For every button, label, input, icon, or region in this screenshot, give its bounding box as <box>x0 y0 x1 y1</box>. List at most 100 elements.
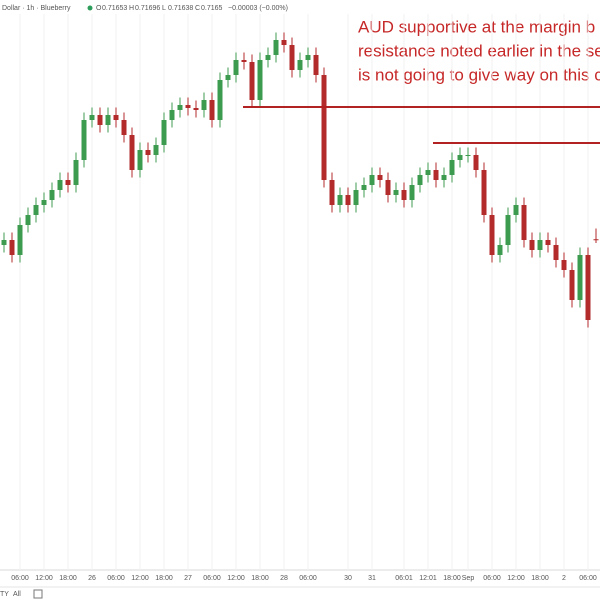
candle-body <box>41 200 47 205</box>
candle-body <box>257 60 263 100</box>
candle-body <box>473 155 479 170</box>
candle-body <box>89 115 95 120</box>
x-tick-label: 12:00 <box>507 575 525 582</box>
candle-body <box>153 145 159 155</box>
candle-body <box>97 115 103 125</box>
x-tick-label: 30 <box>344 575 352 582</box>
ohlc-label: H <box>129 5 134 12</box>
candle-body <box>425 170 431 175</box>
candle-body <box>417 175 423 185</box>
change-value: −0.00003 (−0.00%) <box>228 5 288 12</box>
x-tick-label: 12:00 <box>35 575 53 582</box>
candle-body <box>121 120 127 135</box>
candle-body <box>249 62 255 100</box>
candle-body <box>137 150 143 170</box>
candle-body <box>17 225 23 255</box>
candle-body <box>489 215 495 255</box>
candle-body <box>449 160 455 175</box>
candle-body <box>209 100 215 120</box>
range-button[interactable]: TY <box>0 591 9 598</box>
candle-body <box>497 245 503 255</box>
candle-body <box>169 110 175 120</box>
candle-body <box>585 255 591 320</box>
candle-body <box>129 135 135 170</box>
candle-body <box>513 205 519 215</box>
candle-body <box>265 55 271 60</box>
x-tick-label: 26 <box>88 575 96 582</box>
candle-body <box>561 260 567 270</box>
candle-body <box>321 75 327 180</box>
candle-body <box>553 245 559 260</box>
candle-body <box>441 175 447 180</box>
x-tick-label: 06:00 <box>203 575 221 582</box>
candle-body <box>569 270 575 300</box>
candle-body <box>81 120 87 160</box>
candle-body <box>377 175 383 180</box>
ohlc-label: L <box>162 5 166 12</box>
x-tick-label: 12:00 <box>227 575 245 582</box>
candle-body <box>409 185 415 200</box>
x-tick-label: 18:00 <box>59 575 77 582</box>
candle-body <box>457 155 463 160</box>
candle-body <box>433 170 439 180</box>
x-tick-label: Sep <box>462 575 475 582</box>
candle-body <box>201 100 207 110</box>
candle-body <box>233 60 239 75</box>
x-tick-label: 06:00 <box>11 575 29 582</box>
candle-body <box>305 55 311 60</box>
ohlc-value: 0.71696 <box>135 5 160 12</box>
candle-body <box>49 190 55 200</box>
x-tick-label: 06:00 <box>107 575 125 582</box>
candle-body <box>1 240 7 245</box>
ohlc-label: C <box>195 5 200 12</box>
x-tick-label: 06:00 <box>579 575 597 582</box>
candle-body <box>401 190 407 200</box>
candle-body <box>577 255 583 300</box>
candle-body <box>313 55 319 75</box>
candle-body <box>329 180 335 205</box>
candle-body <box>593 239 599 241</box>
candle-body <box>281 40 287 45</box>
status-dot <box>87 5 93 11</box>
ohlc-value: 0.71653 <box>102 5 127 12</box>
candle-body <box>369 175 375 185</box>
x-tick-label: 06:00 <box>299 575 317 582</box>
range-button[interactable]: All <box>13 591 21 598</box>
candle-body <box>65 180 71 185</box>
candle-body <box>289 45 295 70</box>
candle-body <box>385 180 391 195</box>
candle-body <box>217 80 223 120</box>
ohlc-value: 0.7165 <box>201 5 223 12</box>
x-tick-label: 06:01 <box>395 575 413 582</box>
x-tick-label: 06:00 <box>483 575 501 582</box>
candle-body <box>537 240 543 250</box>
candle-body <box>57 180 63 190</box>
candle-body <box>25 215 31 225</box>
x-tick-label: 18:00 <box>531 575 549 582</box>
symbol-title: Dollar · 1h · Blueberry <box>2 5 71 12</box>
candle-body <box>529 240 535 250</box>
candle-body <box>177 105 183 110</box>
candle-body <box>273 40 279 55</box>
candle-body <box>9 240 15 255</box>
candle-body <box>145 150 151 155</box>
candle-body <box>465 155 471 156</box>
candle-body <box>241 60 247 62</box>
candle-body <box>297 60 303 70</box>
calendar-icon[interactable] <box>33 589 43 599</box>
x-tick-label: 12:00 <box>131 575 149 582</box>
x-tick-label: 18:00 <box>155 575 173 582</box>
x-tick-label: 31 <box>368 575 376 582</box>
candle-body <box>33 205 39 215</box>
candle-body <box>393 190 399 195</box>
candle-body <box>545 240 551 245</box>
x-tick-label: 2 <box>562 575 566 582</box>
x-tick-label: 18:00 <box>251 575 269 582</box>
candle-body <box>505 215 511 245</box>
x-tick-label: 27 <box>184 575 192 582</box>
annotation-line: AUD supportive at the margin b <box>358 17 595 36</box>
candle-body <box>105 115 111 125</box>
candle-body <box>481 170 487 215</box>
